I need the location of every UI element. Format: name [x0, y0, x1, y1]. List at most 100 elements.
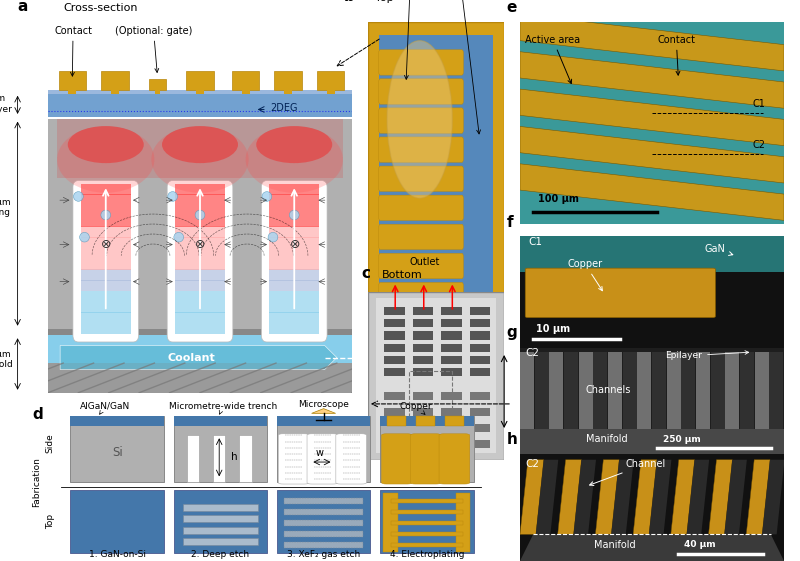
- Polygon shape: [574, 460, 596, 534]
- Text: h: h: [231, 452, 238, 462]
- Bar: [413, 319, 434, 328]
- Bar: [70, 416, 164, 426]
- Text: 250 μm: 250 μm: [662, 435, 700, 444]
- FancyBboxPatch shape: [73, 181, 138, 342]
- Bar: [81, 237, 131, 249]
- Bar: [269, 280, 319, 291]
- FancyBboxPatch shape: [336, 434, 366, 484]
- Ellipse shape: [80, 232, 90, 242]
- Bar: [277, 416, 370, 426]
- Bar: [442, 424, 462, 433]
- FancyBboxPatch shape: [382, 434, 412, 484]
- Bar: [520, 352, 534, 431]
- Bar: [470, 392, 490, 401]
- Text: Si: Si: [112, 446, 122, 459]
- Text: Channel: Channel: [590, 459, 666, 485]
- Bar: [239, 435, 252, 482]
- Bar: [550, 352, 563, 431]
- Text: b: b: [343, 0, 354, 4]
- Bar: [174, 216, 226, 227]
- Text: 3. XeF₂ gas etch: 3. XeF₂ gas etch: [287, 550, 360, 559]
- Text: Contact: Contact: [658, 35, 695, 75]
- Bar: [81, 227, 131, 237]
- Polygon shape: [520, 534, 784, 561]
- Bar: [384, 319, 405, 328]
- Bar: [174, 259, 226, 270]
- Text: C1: C1: [752, 99, 765, 109]
- Polygon shape: [536, 460, 558, 534]
- Polygon shape: [520, 126, 784, 183]
- Bar: [174, 269, 226, 280]
- Bar: [413, 307, 434, 315]
- Bar: [269, 248, 319, 259]
- Text: Coolant: Coolant: [167, 352, 214, 362]
- Text: AlGaN/GaN: AlGaN/GaN: [80, 402, 130, 414]
- Bar: [284, 498, 363, 504]
- Text: Manifold: Manifold: [594, 540, 635, 550]
- Text: (Optional: gate): (Optional: gate): [115, 26, 192, 72]
- Polygon shape: [520, 15, 784, 71]
- Bar: [442, 319, 462, 328]
- Polygon shape: [762, 460, 785, 534]
- Bar: [470, 424, 490, 433]
- FancyBboxPatch shape: [262, 181, 327, 342]
- Bar: [81, 216, 131, 227]
- Bar: [48, 93, 352, 117]
- Bar: [174, 302, 226, 312]
- Bar: [81, 194, 131, 205]
- Bar: [696, 352, 710, 431]
- Ellipse shape: [57, 126, 154, 193]
- FancyBboxPatch shape: [378, 50, 463, 75]
- Bar: [413, 356, 434, 364]
- FancyBboxPatch shape: [278, 434, 309, 484]
- Bar: [81, 323, 131, 334]
- Bar: [155, 89, 160, 94]
- Bar: [68, 89, 76, 94]
- FancyBboxPatch shape: [378, 224, 463, 250]
- Bar: [269, 216, 319, 227]
- Text: Cross-section: Cross-section: [63, 3, 138, 13]
- Polygon shape: [611, 460, 634, 534]
- Bar: [666, 352, 681, 431]
- Polygon shape: [649, 460, 671, 534]
- Bar: [390, 543, 463, 547]
- Bar: [470, 440, 490, 448]
- Bar: [284, 89, 292, 94]
- Bar: [48, 329, 352, 335]
- Bar: [48, 119, 352, 330]
- Bar: [384, 440, 405, 448]
- Bar: [470, 332, 490, 339]
- Bar: [174, 183, 226, 195]
- Text: $\otimes$: $\otimes$: [289, 238, 300, 251]
- Bar: [470, 408, 490, 416]
- Text: 4. Electroplating: 4. Electroplating: [390, 550, 464, 559]
- Bar: [70, 490, 164, 553]
- Bar: [186, 71, 214, 90]
- Bar: [379, 35, 493, 313]
- Ellipse shape: [256, 126, 332, 163]
- Ellipse shape: [101, 210, 110, 220]
- Ellipse shape: [268, 232, 278, 242]
- Bar: [416, 416, 435, 426]
- Bar: [174, 312, 226, 324]
- Bar: [174, 416, 267, 482]
- Bar: [442, 392, 462, 401]
- Bar: [413, 424, 434, 433]
- Bar: [81, 205, 131, 216]
- FancyBboxPatch shape: [378, 195, 463, 220]
- Ellipse shape: [246, 126, 343, 193]
- Text: e: e: [507, 1, 517, 15]
- Polygon shape: [709, 460, 732, 534]
- Text: $\otimes$: $\otimes$: [100, 238, 111, 251]
- Bar: [58, 71, 86, 90]
- Bar: [442, 356, 462, 364]
- Bar: [174, 227, 226, 237]
- Bar: [578, 352, 593, 431]
- Bar: [57, 119, 343, 178]
- Ellipse shape: [151, 126, 249, 193]
- Bar: [413, 392, 434, 401]
- Bar: [326, 89, 334, 94]
- Bar: [384, 343, 405, 352]
- Bar: [284, 509, 363, 516]
- FancyBboxPatch shape: [378, 108, 463, 134]
